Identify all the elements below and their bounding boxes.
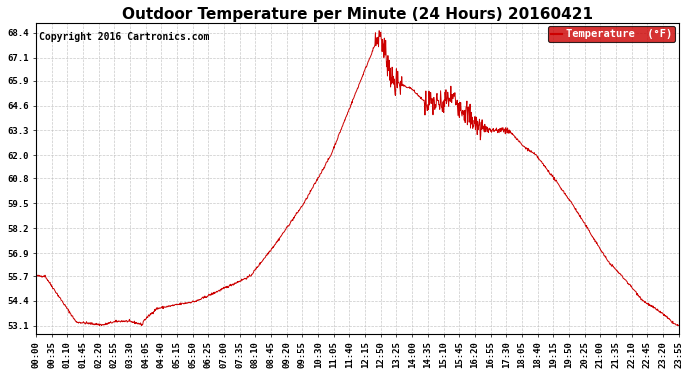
Title: Outdoor Temperature per Minute (24 Hours) 20160421: Outdoor Temperature per Minute (24 Hours… <box>122 7 593 22</box>
Legend: Temperature  (°F): Temperature (°F) <box>549 26 676 42</box>
Text: Copyright 2016 Cartronics.com: Copyright 2016 Cartronics.com <box>39 32 210 42</box>
